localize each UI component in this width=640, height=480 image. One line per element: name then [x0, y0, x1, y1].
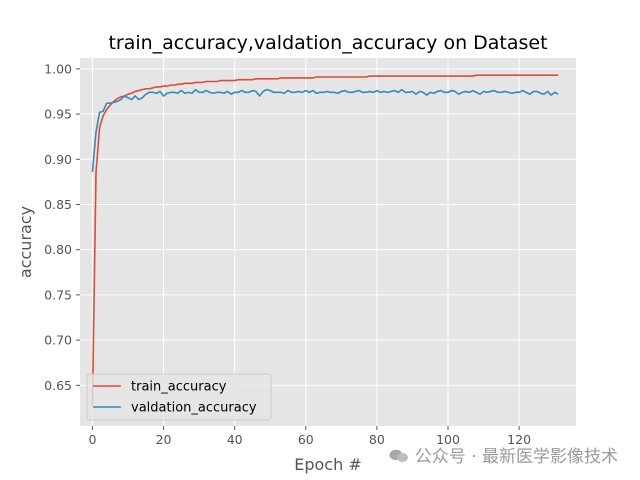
y-axis-ticks: 0.65 0.70 0.75 0.80 0.85 0.90 0.95 1.00 — [44, 61, 80, 393]
y-tick-label: 1.00 — [44, 61, 72, 76]
x-axis-label: Epoch # — [294, 455, 361, 474]
x-tick-label: 40 — [227, 432, 243, 447]
legend-label-train-accuracy: train_accuracy — [131, 380, 227, 395]
y-tick-label: 0.85 — [44, 197, 72, 212]
series-lines — [91, 74, 559, 407]
y-tick-label: 0.95 — [44, 107, 72, 122]
y-axis-label: accuracy — [16, 206, 35, 278]
x-tick-label: 20 — [156, 432, 172, 447]
x-tick-label: 80 — [369, 432, 385, 447]
y-tick-label: 0.65 — [44, 378, 72, 393]
plot-area — [80, 58, 576, 426]
x-tick-label: 60 — [298, 432, 314, 447]
chart-title: train_accuracy,valdation_accuracy on Dat… — [108, 32, 547, 54]
x-tick-label: 120 — [507, 432, 531, 447]
x-tick-label: 0 — [88, 432, 96, 447]
watermark-text: 公众号 · 最新医学影像技术 — [414, 447, 618, 467]
watermark: 公众号 · 最新医学影像技术 — [389, 442, 618, 467]
series-line-valdation-accuracy — [91, 88, 559, 173]
legend-label-valdation-accuracy: valdation_accuracy — [131, 401, 257, 416]
y-tick-label: 0.80 — [44, 242, 72, 257]
legend-box — [86, 373, 272, 421]
wechat-icon — [389, 449, 408, 462]
x-tick-label: 100 — [436, 432, 460, 447]
y-tick-label: 0.90 — [44, 152, 72, 167]
legend: train_accuracy valdation_accuracy — [86, 373, 272, 421]
series-line-train-accuracy — [91, 74, 559, 407]
x-axis-ticks: 0 20 40 60 80 100 120 — [88, 426, 531, 447]
y-tick-label: 0.70 — [44, 333, 72, 348]
y-tick-label: 0.75 — [44, 287, 72, 302]
